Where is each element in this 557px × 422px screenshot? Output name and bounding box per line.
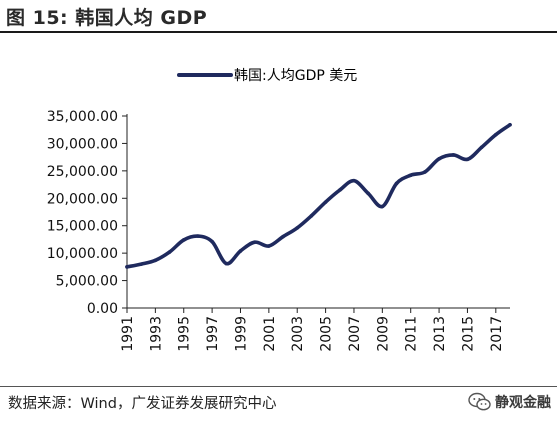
- x-tick-label: 1997: [205, 316, 221, 352]
- source-note: 数据来源：Wind，广发证券发展研究中心: [8, 396, 277, 412]
- data-point: [125, 265, 129, 269]
- data-point: [451, 153, 456, 157]
- x-tick-label: 1999: [233, 316, 249, 352]
- x-tick-label: 2007: [347, 316, 363, 352]
- watermark: 静观金融: [468, 390, 551, 414]
- wechat-icon: [468, 392, 491, 411]
- data-point: [408, 173, 413, 178]
- data-point: [380, 204, 385, 209]
- data-point: [196, 234, 200, 238]
- data-point: [337, 188, 342, 192]
- data-point: [210, 239, 214, 244]
- data-point: [323, 200, 328, 204]
- data-point: [437, 156, 441, 161]
- x-tick-label: 2011: [404, 316, 420, 352]
- data-point: [252, 240, 257, 244]
- data-point: [139, 262, 143, 266]
- figure-title: 图 15: 韩国人均 GDP: [6, 7, 208, 29]
- data-point: [352, 178, 356, 183]
- data-point: [423, 170, 427, 174]
- x-tick-label: 1995: [177, 316, 193, 352]
- data-point: [224, 261, 229, 266]
- data-point: [394, 181, 399, 186]
- x-tick-label: 2017: [489, 316, 505, 352]
- y-tick-label: 5,000.00: [56, 274, 118, 290]
- x-tick-label: 1991: [120, 316, 136, 352]
- data-point: [295, 226, 300, 230]
- data-point: [465, 157, 470, 162]
- y-tick-label: 0.00: [87, 301, 118, 317]
- y-tick-label: 30,000.00: [47, 136, 118, 152]
- bottom-rule: [0, 386, 557, 387]
- y-tick-label: 15,000.00: [47, 219, 118, 235]
- legend: 韩国:人均GDP 美元: [177, 68, 357, 84]
- y-axis: 0.00 5,000.00 10,000.00 15,000.00 20,000.00 2…: [47, 109, 128, 317]
- data-point: [309, 214, 314, 218]
- y-tick-label: 20,000.00: [47, 191, 118, 207]
- x-tick-label: 2005: [319, 316, 335, 352]
- data-point: [167, 250, 172, 254]
- line-chart: 韩国:人均GDP 美元 0.00 5,000.00 10,000.00 15,000.…: [47, 68, 512, 352]
- y-tick-label: 35,000.00: [47, 109, 118, 125]
- data-point: [479, 145, 484, 150]
- top-rule: [0, 31, 557, 33]
- x-tick-label: 2009: [375, 316, 391, 352]
- data-point: [267, 244, 271, 248]
- x-tick-label: 2001: [262, 316, 278, 352]
- watermark-text: 静观金融: [495, 395, 551, 411]
- data-point: [508, 122, 512, 127]
- x-tick-label: 1993: [148, 316, 164, 352]
- data-point: [238, 249, 243, 253]
- x-tick-label: 2013: [432, 316, 448, 352]
- series-line: [125, 123, 512, 269]
- data-point: [153, 258, 158, 263]
- y-tick-label: 25,000.00: [47, 164, 118, 180]
- x-tick-label: 2015: [460, 316, 476, 352]
- data-point: [181, 238, 186, 242]
- data-point: [366, 191, 370, 196]
- data-point: [494, 132, 498, 137]
- y-tick-label: 10,000.00: [47, 246, 118, 262]
- legend-label: 韩国:人均GDP 美元: [234, 68, 357, 84]
- x-tick-label: 2003: [290, 316, 306, 352]
- x-axis: 1991 1993 1995 1997 1999 2001 2003 2005 2007 2009…: [120, 307, 510, 352]
- data-point: [281, 234, 285, 239]
- series-layer: [125, 122, 512, 269]
